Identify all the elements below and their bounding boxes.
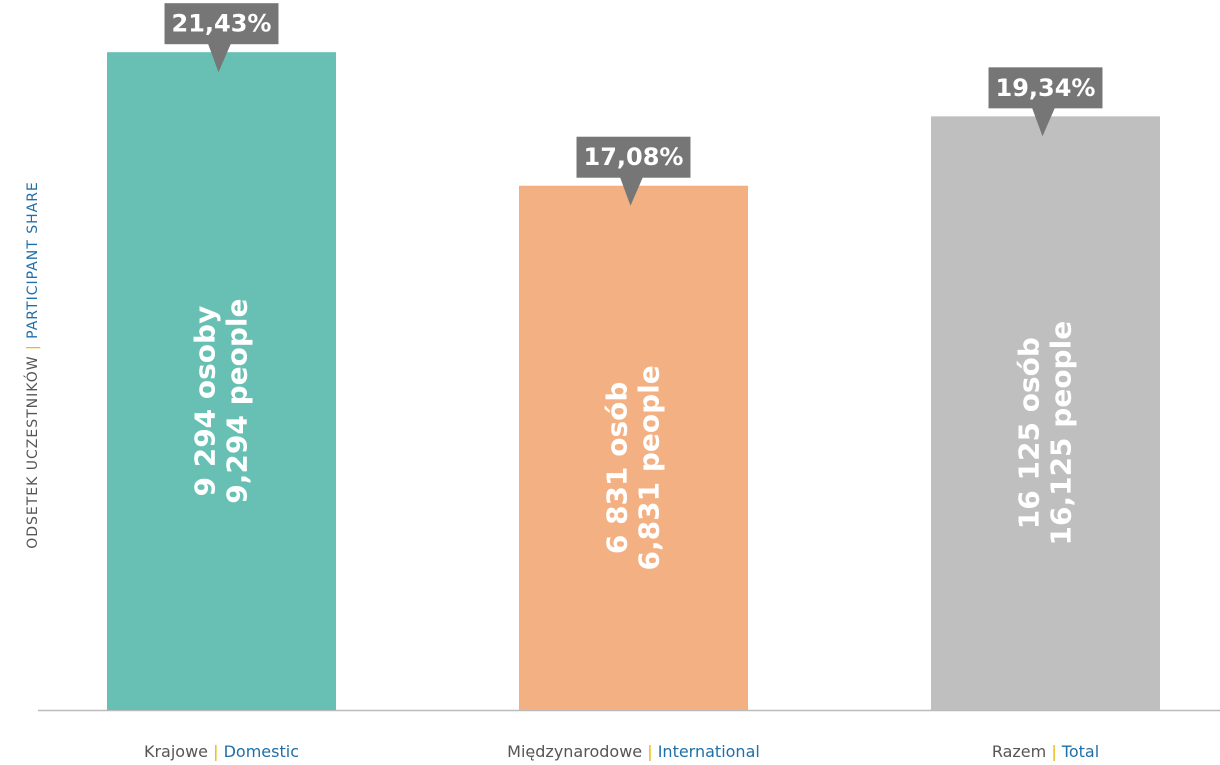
callout-pointer <box>619 175 644 206</box>
callout-box <box>164 3 279 45</box>
callout-pointer <box>1031 106 1056 137</box>
y-label-pl: ODSETEK UCZESTNIKÓW <box>23 355 41 548</box>
bar <box>107 52 336 710</box>
category-en: International <box>658 742 760 761</box>
count-label: 16 125 osób <box>1013 337 1046 529</box>
count-label: 6 831 osób <box>601 382 634 555</box>
category-pl: Krajowe <box>144 742 208 761</box>
separator: | <box>647 742 652 761</box>
x-tick-label: Krajowe | Domestic <box>144 742 299 761</box>
callout-pointer <box>207 42 232 73</box>
callout-box <box>576 136 691 178</box>
value-label: 17,08% <box>584 143 684 171</box>
separator: | <box>25 344 41 350</box>
callout-box <box>988 67 1103 109</box>
y-label-en: PARTICIPANT SHARE <box>25 181 41 339</box>
y-axis-label: ODSETEK UCZESTNIKÓW | PARTICIPANT SHARE <box>23 181 41 549</box>
x-tick-label: Razem | Total <box>992 742 1099 761</box>
separator: | <box>1051 742 1056 761</box>
count-label-en: 16,125 people <box>1045 321 1078 546</box>
bar <box>931 116 1160 711</box>
category-en: Total <box>1061 742 1099 761</box>
category-pl: Razem <box>992 742 1046 761</box>
count-label: 9 294 osoby <box>189 306 222 497</box>
category-en: Domestic <box>224 742 299 761</box>
x-tick-label: Międzynarodowe | International <box>507 742 760 761</box>
bar <box>519 185 748 710</box>
category-pl: Międzynarodowe <box>507 742 642 761</box>
separator: | <box>213 742 218 761</box>
value-label: 21,43% <box>172 10 272 38</box>
count-label-en: 9,294 people <box>221 298 254 503</box>
count-label-en: 6,831 people <box>633 365 666 570</box>
value-label: 19,34% <box>996 74 1096 102</box>
